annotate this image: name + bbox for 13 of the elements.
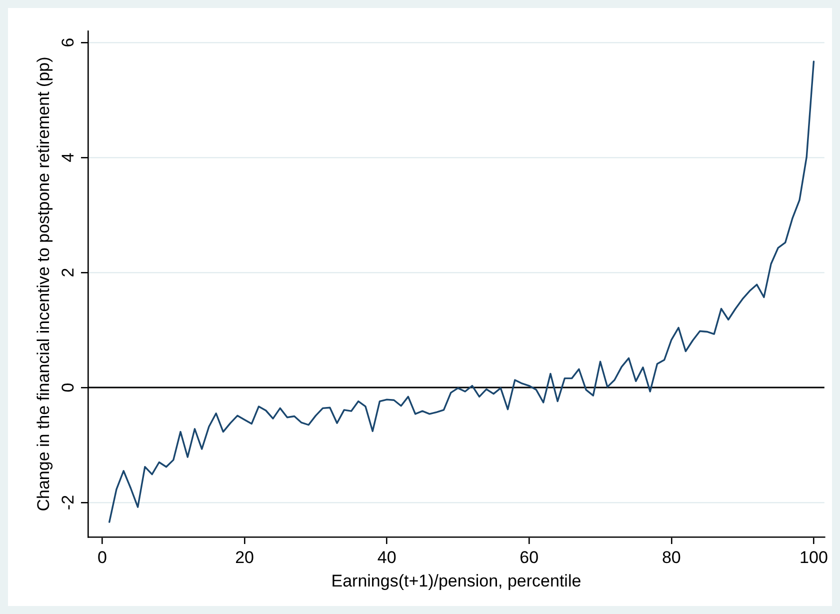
x-tick-label: 100 <box>800 548 828 567</box>
y-axis-title: Change in the financial incentive to postpone retirement (pp) <box>34 56 53 512</box>
y-tick-label: 2 <box>58 268 78 278</box>
x-tick-label: 80 <box>662 548 681 567</box>
y-tick-label: 6 <box>58 38 78 48</box>
y-tick-label: -2 <box>58 494 78 510</box>
x-tick-label: 60 <box>520 548 539 567</box>
y-tick-label: 4 <box>58 152 78 162</box>
x-tick-label: 20 <box>235 548 254 567</box>
y-tick-label: 0 <box>58 382 78 392</box>
x-axis-title: Earnings(t+1)/pension, percentile <box>331 571 582 590</box>
x-tick-label: 40 <box>377 548 396 567</box>
x-tick-label: 0 <box>97 548 107 567</box>
